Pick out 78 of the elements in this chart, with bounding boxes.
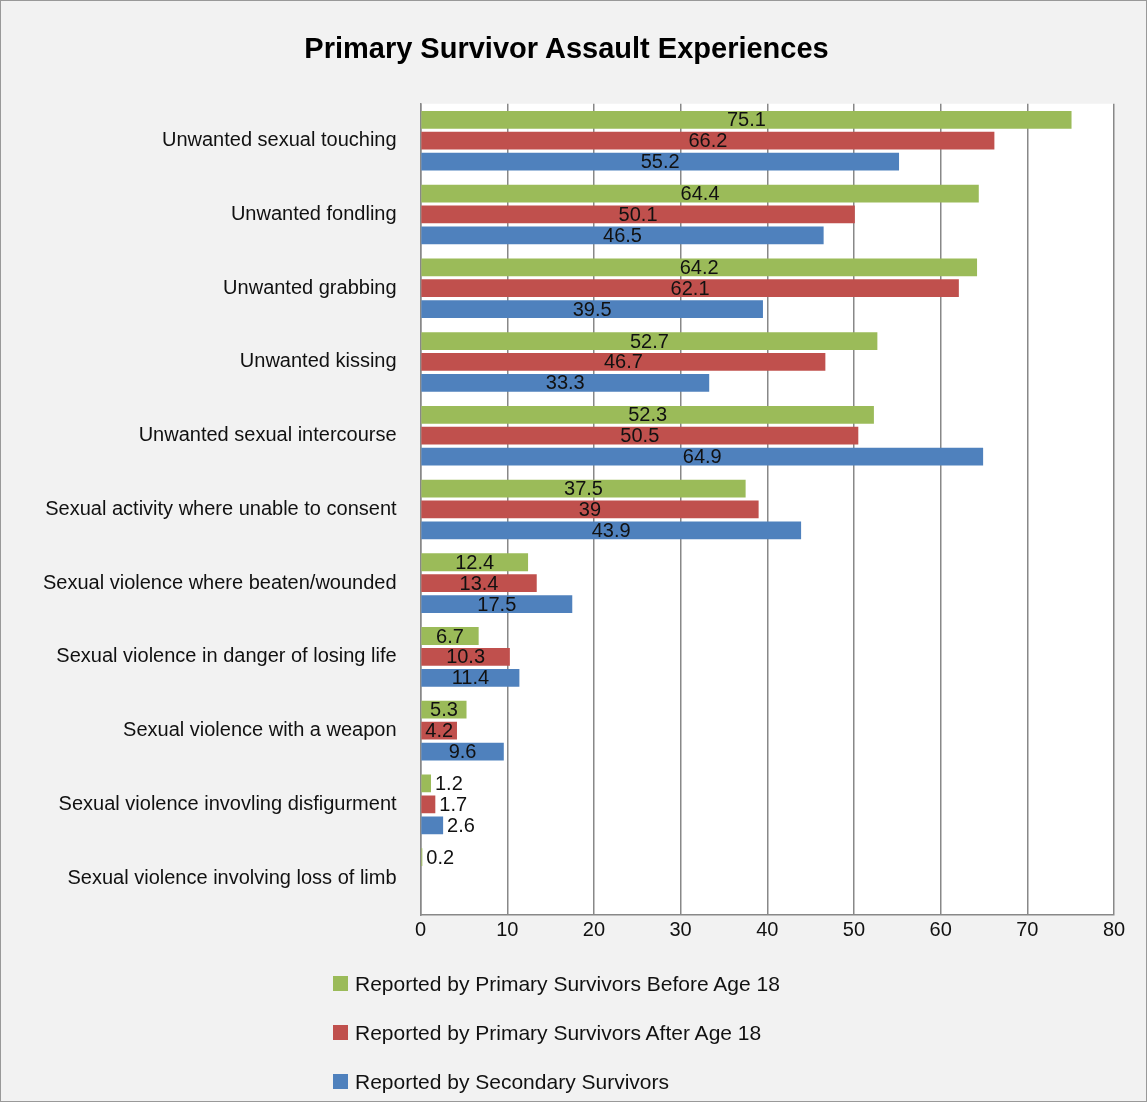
legend-label: Reported by Primary Survivors Before Age 18: [355, 971, 780, 996]
bar: [421, 300, 763, 318]
data-label: 37.5: [564, 477, 603, 500]
data-label: 66.2: [688, 129, 728, 152]
data-label: 39.5: [572, 297, 612, 320]
bar: [421, 479, 746, 498]
legend-label: Reported by Primary Survivors After Age 18: [355, 1020, 762, 1045]
data-label: 12.4: [455, 550, 495, 573]
data-label: 2.6: [447, 813, 475, 836]
x-tick-label: 0: [415, 917, 427, 940]
data-label: 1.7: [439, 792, 468, 815]
data-label: 52.3: [628, 403, 668, 426]
x-tick-label: 40: [756, 917, 779, 940]
bar: [421, 447, 984, 466]
data-label: 46.5: [603, 223, 642, 246]
data-label: 46.7: [603, 350, 643, 373]
bar: [421, 500, 759, 519]
bar: [421, 795, 436, 814]
bar: [421, 353, 826, 371]
x-tick-label: 80: [1102, 917, 1126, 940]
x-tick-label: 20: [582, 917, 606, 940]
y-tick-label: Unwanted kissing: [239, 349, 397, 372]
data-label: 62.1: [670, 276, 710, 299]
y-tick-label: Unwanted sexual intercourse: [138, 423, 397, 446]
x-tick-label: 70: [1016, 917, 1039, 940]
data-label: 52.7: [629, 329, 669, 352]
bar: [421, 816, 444, 835]
data-label: 55.2: [640, 150, 680, 173]
y-tick-label: Sexual violence invovling disfigurment: [58, 791, 398, 814]
bar: [421, 405, 874, 424]
data-label: 10.3: [446, 645, 486, 668]
data-label: 0.2: [426, 845, 455, 868]
data-label: 11.4: [451, 666, 490, 689]
data-label: 6.7: [436, 624, 464, 647]
data-label: 64.4: [680, 182, 720, 205]
data-label: 33.3: [545, 371, 585, 394]
bar: [421, 373, 710, 392]
y-tick-label: Unwanted grabbing: [223, 275, 397, 298]
chart-title: Primary Survivor Assault Experiences: [304, 32, 829, 65]
y-tick-label: Unwanted sexual touching: [161, 128, 397, 151]
bar: [421, 258, 978, 277]
x-tick-label: 10: [496, 917, 519, 940]
data-label: 75.1: [726, 108, 766, 131]
y-tick-label: Sexual violence with a weapon: [123, 718, 397, 741]
bar: [421, 152, 900, 171]
bar: [421, 595, 573, 613]
bar: [421, 574, 537, 593]
data-label: 13.4: [459, 571, 499, 594]
data-label: 17.5: [477, 592, 517, 615]
bar: [421, 521, 802, 540]
bar: [421, 774, 431, 793]
data-label: 9.6: [448, 740, 477, 763]
legend-label: Reported by Secondary Survivors: [355, 1069, 669, 1094]
data-label: 50.1: [618, 202, 658, 225]
y-tick-label: Sexual violence where beaten/wounded: [42, 570, 397, 593]
data-label: 50.5: [620, 424, 660, 447]
data-label: 43.9: [591, 518, 631, 541]
bar: [421, 110, 1072, 129]
bar: [421, 226, 824, 245]
data-label: 4.2: [425, 719, 454, 742]
data-label: 64.2: [679, 255, 719, 278]
y-tick-label: Sexual violence involving loss of limb: [67, 865, 397, 888]
bar: [421, 131, 995, 150]
bar: [421, 279, 959, 298]
y-tick-label: Sexual activity where unable to consent: [45, 496, 398, 519]
bar: [421, 332, 878, 350]
bar: [421, 205, 855, 224]
x-tick-label: 50: [842, 917, 866, 940]
data-label: 1.2: [434, 772, 463, 794]
bar: [421, 184, 979, 203]
data-label: 64.9: [682, 445, 722, 468]
y-tick-label: Sexual violence in danger of losing life: [56, 644, 397, 667]
x-tick-label: 60: [929, 917, 952, 940]
bar: [421, 426, 859, 445]
x-tick-label: 30: [669, 917, 692, 940]
data-label: 39: [578, 497, 602, 520]
y-tick-label: Unwanted fondling: [230, 201, 397, 224]
data-label: 5.3: [430, 698, 458, 721]
